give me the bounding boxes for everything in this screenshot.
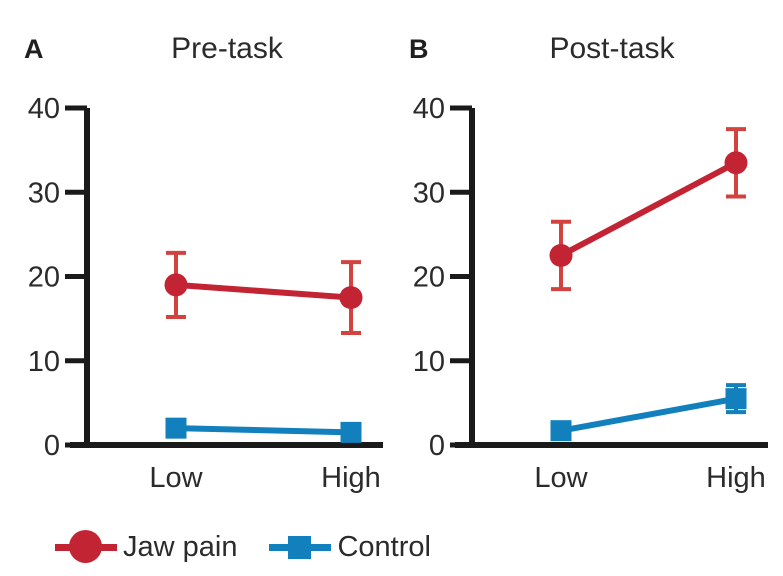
- y-tick-label: 20: [28, 262, 60, 294]
- y-tick-label: 20: [413, 262, 445, 294]
- x-category-label: High: [321, 462, 381, 494]
- panel-title-pre-task: Pre-task: [171, 32, 283, 65]
- y-tick-label: 0: [44, 430, 60, 462]
- series-line: [175, 281, 352, 301]
- series-line: [559, 160, 738, 259]
- y-tick-label: 30: [413, 177, 445, 209]
- panel-pre-task: A Pre-task 0 10 20 30 40 Low High: [0, 0, 398, 505]
- panel-title-post-task: Post-task: [549, 32, 675, 65]
- chart-pre-task: 0 10 20 30 40 Low High: [28, 93, 383, 494]
- y-tick-label: 0: [429, 430, 445, 462]
- chart-post-task: 0 10 20 30 40 Low High: [413, 93, 768, 494]
- control-square-icon: [269, 528, 332, 566]
- x-category-label: Low: [534, 462, 588, 494]
- jaw-pain-circle-icon: [55, 528, 117, 566]
- data-point-circle: [164, 273, 188, 297]
- series-line: [175, 425, 352, 436]
- panel-label-a: A: [24, 34, 44, 64]
- data-point-square: [165, 417, 187, 439]
- data-point-square: [725, 388, 747, 410]
- y-tick-label: 10: [28, 346, 60, 378]
- data-point-square: [550, 420, 572, 442]
- legend-label-control: Control: [337, 531, 431, 563]
- data-point-circle: [549, 243, 573, 267]
- x-category-label: High: [706, 462, 766, 494]
- data-point-square: [340, 421, 362, 443]
- data-point-circle: [724, 151, 748, 175]
- x-category-label: Low: [149, 462, 203, 494]
- y-tick-label: 10: [413, 346, 445, 378]
- series-line: [560, 395, 737, 434]
- legend-label-jaw-pain: Jaw pain: [123, 531, 238, 563]
- data-point-circle: [339, 286, 363, 310]
- y-tick-label: 30: [28, 177, 60, 209]
- y-tick-label: 40: [28, 93, 60, 125]
- legend: Jaw pain Control: [55, 528, 431, 566]
- panel-post-task: B Post-task 0 10 20 30 40 Low High: [385, 0, 783, 505]
- legend-item-control: Control: [269, 528, 431, 566]
- legend-item-jaw-pain: Jaw pain: [55, 528, 237, 566]
- y-tick-label: 40: [413, 93, 445, 125]
- panel-label-b: B: [409, 34, 429, 64]
